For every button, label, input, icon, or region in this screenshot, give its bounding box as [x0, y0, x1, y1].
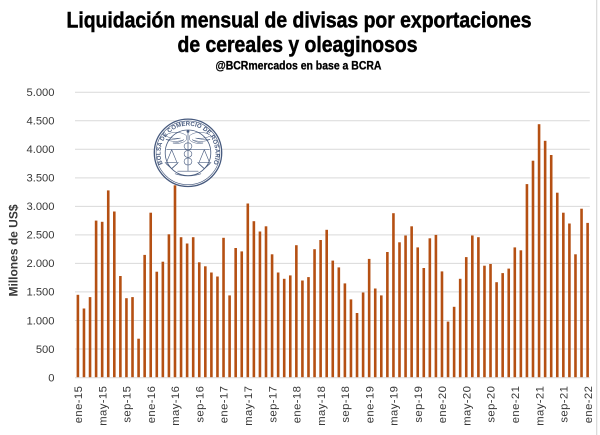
- svg-text:4.000: 4.000: [27, 144, 55, 156]
- svg-text:0: 0: [48, 372, 54, 384]
- svg-text:sep-19: sep-19: [413, 386, 425, 423]
- svg-text:ene-15: ene-15: [73, 386, 85, 424]
- svg-text:may-16: may-16: [170, 386, 182, 426]
- svg-text:de cereales y oleaginosos: de cereales y oleaginosos: [178, 32, 418, 57]
- svg-text:ene-19: ene-19: [364, 386, 376, 424]
- svg-text:500: 500: [36, 344, 55, 356]
- svg-text:1.000: 1.000: [27, 315, 55, 327]
- svg-text:2.000: 2.000: [27, 258, 55, 270]
- svg-text:5.000: 5.000: [27, 87, 55, 99]
- svg-text:may-15: may-15: [97, 386, 109, 426]
- svg-text:may-18: may-18: [316, 386, 328, 426]
- svg-text:sep-15: sep-15: [122, 386, 134, 423]
- svg-text:4.500: 4.500: [27, 116, 55, 128]
- svg-text:may-19: may-19: [389, 386, 401, 426]
- svg-text:ene-21: ene-21: [510, 386, 522, 424]
- svg-text:Millones de US$: Millones de US$: [7, 204, 21, 296]
- svg-text:ene-22: ene-22: [583, 386, 595, 424]
- svg-text:sep-17: sep-17: [267, 386, 279, 423]
- svg-text:ene-20: ene-20: [437, 386, 449, 424]
- svg-text:3.000: 3.000: [27, 201, 55, 213]
- svg-text:1.500: 1.500: [27, 287, 55, 299]
- svg-text:may-21: may-21: [534, 386, 546, 426]
- svg-text:2.500: 2.500: [27, 230, 55, 242]
- svg-text:may-20: may-20: [462, 386, 474, 426]
- svg-text:ene-17: ene-17: [219, 386, 231, 424]
- svg-text:sep-16: sep-16: [195, 386, 207, 423]
- svg-text:sep-21: sep-21: [559, 386, 571, 423]
- svg-text:sep-18: sep-18: [340, 386, 352, 423]
- svg-text:ene-16: ene-16: [146, 386, 158, 424]
- svg-text:ene-18: ene-18: [292, 386, 304, 424]
- svg-text:3.500: 3.500: [27, 173, 55, 185]
- svg-text:@BCRmercados en base a BCRA: @BCRmercados en base a BCRA: [216, 59, 382, 73]
- svg-text:Liquidación mensual de divisas: Liquidación mensual de divisas por expor…: [67, 8, 532, 33]
- svg-text:may-17: may-17: [243, 386, 255, 426]
- svg-text:sep-20: sep-20: [486, 386, 498, 423]
